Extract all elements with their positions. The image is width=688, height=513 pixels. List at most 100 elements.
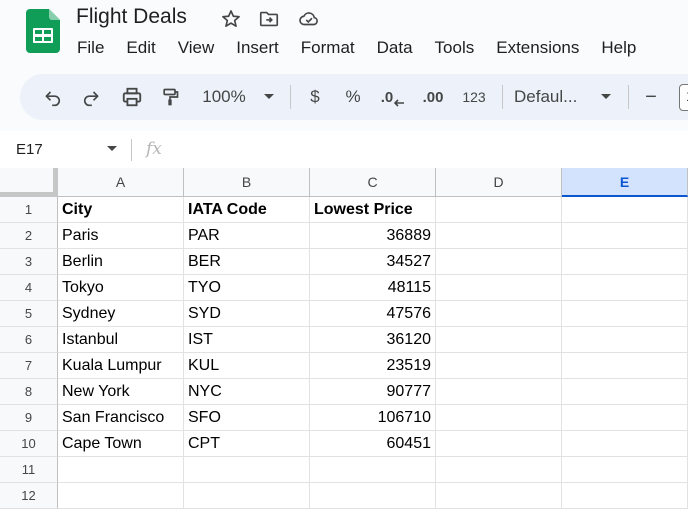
cell-c8[interactable]: 90777	[310, 379, 436, 405]
row-header-6[interactable]: 6	[0, 327, 58, 353]
cell-e12[interactable]	[562, 483, 688, 509]
select-all-corner[interactable]	[0, 168, 58, 197]
cell-b6[interactable]: IST	[184, 327, 310, 353]
row-header-11[interactable]: 11	[0, 457, 58, 483]
redo-button[interactable]	[76, 74, 106, 120]
formula-input[interactable]	[180, 138, 680, 162]
more-formats-button[interactable]: 123	[456, 74, 492, 120]
cell-e3[interactable]	[562, 249, 688, 275]
cell-b11[interactable]	[184, 457, 310, 483]
row-header-4[interactable]: 4	[0, 275, 58, 301]
menu-edit[interactable]: Edit	[126, 38, 156, 57]
cell-b5[interactable]: SYD	[184, 301, 310, 327]
column-header-d[interactable]: D	[436, 168, 562, 197]
cell-a12[interactable]	[58, 483, 184, 509]
menu-file[interactable]: File	[77, 38, 105, 57]
cell-e2[interactable]	[562, 223, 688, 249]
cell-c2[interactable]: 36889	[310, 223, 436, 249]
font-size-input[interactable]: 1	[679, 84, 688, 111]
cell-a3[interactable]: Berlin	[58, 249, 184, 275]
cell-d5[interactable]	[436, 301, 562, 327]
font-family-dropdown[interactable]	[596, 74, 616, 120]
cell-c1[interactable]: Lowest Price	[310, 197, 436, 223]
cell-a7[interactable]: Kuala Lumpur	[58, 353, 184, 379]
cell-e5[interactable]	[562, 301, 688, 327]
cell-d8[interactable]	[436, 379, 562, 405]
cell-c5[interactable]: 47576	[310, 301, 436, 327]
cell-a8[interactable]: New York	[58, 379, 184, 405]
cell-d12[interactable]	[436, 483, 562, 509]
cell-e6[interactable]	[562, 327, 688, 353]
zoom-select[interactable]: 100%	[196, 74, 252, 120]
cell-c11[interactable]	[310, 457, 436, 483]
row-header-2[interactable]: 2	[0, 223, 58, 249]
menu-insert[interactable]: Insert	[236, 38, 279, 57]
cell-a6[interactable]: Istanbul	[58, 327, 184, 353]
cloud-saved-icon[interactable]	[298, 8, 320, 30]
row-header-9[interactable]: 9	[0, 405, 58, 431]
cell-d9[interactable]	[436, 405, 562, 431]
cell-a9[interactable]: San Francisco	[58, 405, 184, 431]
percent-format-button[interactable]: %	[338, 74, 368, 120]
print-button[interactable]	[116, 74, 148, 120]
row-header-3[interactable]: 3	[0, 249, 58, 275]
cell-e9[interactable]	[562, 405, 688, 431]
column-header-e[interactable]: E	[562, 168, 688, 197]
freeze-columns-handle[interactable]	[53, 168, 58, 197]
menu-help[interactable]: Help	[601, 38, 637, 57]
decrease-font-size-button[interactable]: −	[638, 74, 664, 120]
cell-c10[interactable]: 60451	[310, 431, 436, 457]
cell-d3[interactable]	[436, 249, 562, 275]
menu-view[interactable]: View	[177, 38, 215, 57]
cell-b10[interactable]: CPT	[184, 431, 310, 457]
move-to-folder-icon[interactable]	[258, 8, 280, 30]
cell-d2[interactable]	[436, 223, 562, 249]
row-header-10[interactable]: 10	[0, 431, 58, 457]
zoom-dropdown[interactable]	[258, 74, 280, 120]
cell-a11[interactable]	[58, 457, 184, 483]
document-title[interactable]: Flight Deals	[76, 5, 187, 28]
cell-b7[interactable]: KUL	[184, 353, 310, 379]
font-family-select[interactable]: Defaul...	[514, 74, 594, 120]
column-header-c[interactable]: C	[310, 168, 436, 197]
cell-c3[interactable]: 34527	[310, 249, 436, 275]
cell-e4[interactable]	[562, 275, 688, 301]
cell-e1[interactable]	[562, 197, 688, 223]
cell-d7[interactable]	[436, 353, 562, 379]
row-header-1[interactable]: 1	[0, 197, 58, 223]
cell-a1[interactable]: City	[58, 197, 184, 223]
row-header-12[interactable]: 12	[0, 483, 58, 509]
cell-b2[interactable]: PAR	[184, 223, 310, 249]
freeze-rows-handle[interactable]	[0, 192, 58, 197]
cell-c4[interactable]: 48115	[310, 275, 436, 301]
row-header-7[interactable]: 7	[0, 353, 58, 379]
cell-e7[interactable]	[562, 353, 688, 379]
undo-button[interactable]	[38, 74, 68, 120]
chevron-down-icon[interactable]	[106, 145, 118, 153]
cell-b3[interactable]: BER	[184, 249, 310, 275]
cell-c9[interactable]: 106710	[310, 405, 436, 431]
cell-d11[interactable]	[436, 457, 562, 483]
column-header-b[interactable]: B	[184, 168, 310, 197]
menu-extensions[interactable]: Extensions	[496, 38, 580, 57]
cell-d4[interactable]	[436, 275, 562, 301]
cell-e11[interactable]	[562, 457, 688, 483]
column-header-a[interactable]: A	[58, 168, 184, 197]
cell-b8[interactable]: NYC	[184, 379, 310, 405]
cell-c7[interactable]: 23519	[310, 353, 436, 379]
cell-e10[interactable]	[562, 431, 688, 457]
cell-a4[interactable]: Tokyo	[58, 275, 184, 301]
cell-d10[interactable]	[436, 431, 562, 457]
cell-d1[interactable]	[436, 197, 562, 223]
name-box[interactable]: E17	[16, 141, 43, 158]
cell-b12[interactable]	[184, 483, 310, 509]
row-header-5[interactable]: 5	[0, 301, 58, 327]
paint-format-button[interactable]	[156, 74, 184, 120]
menu-format[interactable]: Format	[300, 38, 355, 57]
cell-b1[interactable]: IATA Code	[184, 197, 310, 223]
cell-e8[interactable]	[562, 379, 688, 405]
cell-a10[interactable]: Cape Town	[58, 431, 184, 457]
menu-tools[interactable]: Tools	[434, 38, 475, 57]
cell-a2[interactable]: Paris	[58, 223, 184, 249]
cell-c12[interactable]	[310, 483, 436, 509]
